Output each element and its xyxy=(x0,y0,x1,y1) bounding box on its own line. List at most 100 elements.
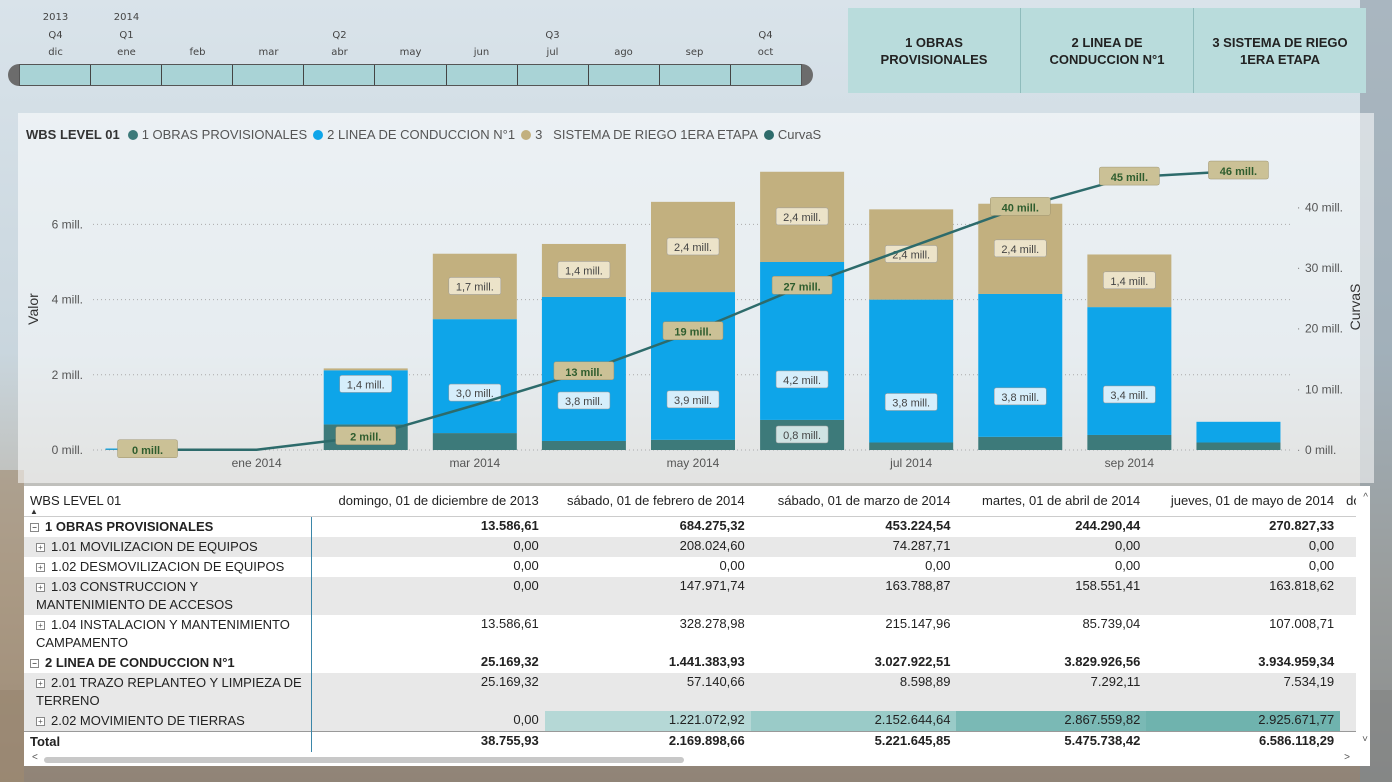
data-label: 3,4 mill. xyxy=(1110,390,1148,402)
y-tick-label: 4 mill. xyxy=(52,293,83,307)
data-label-box xyxy=(339,375,392,393)
x-tick-label: jul 2014 xyxy=(889,456,932,470)
bar-segment xyxy=(541,440,626,450)
slicer-button-sistema-riego[interactable]: 3 SISTEMA DE RIEGO 1ERA ETAPA xyxy=(1194,8,1366,93)
table-cell: 0,00 xyxy=(956,536,1147,557)
data-label: 1,7 mill. xyxy=(456,281,494,293)
row-header: +2.02 MOVIMIENTO DE TIERRAS xyxy=(24,710,312,731)
timeline-month-cell[interactable] xyxy=(589,65,660,85)
legend-item-curvas[interactable]: CurvaS xyxy=(763,127,821,142)
column-header-date[interactable]: jueves, 01 de mayo de 2014 xyxy=(1146,486,1341,517)
column-header-wbs[interactable]: WBS LEVEL 01 ▲ xyxy=(24,486,312,517)
horizontal-scrollbar[interactable]: < > xyxy=(24,752,1370,766)
expand-icon[interactable]: + xyxy=(36,620,45,630)
line-data-label: 27 mill. xyxy=(783,281,820,293)
timeline-month-cell[interactable] xyxy=(731,65,801,85)
data-label: 3,0 mill. xyxy=(456,388,494,400)
expand-icon[interactable]: + xyxy=(36,542,45,552)
data-label: 1,4 mill. xyxy=(565,265,603,277)
timeline-month-label: feb xyxy=(189,47,206,58)
row-header: +1.02 DESMOVILIZACION DE EQUIPOS xyxy=(24,556,312,577)
scroll-left-icon[interactable]: < xyxy=(32,752,38,763)
legend-dot-icon xyxy=(127,129,138,140)
timeline-month-label: oct xyxy=(757,47,774,58)
table-cell: 0,00 xyxy=(719,557,745,573)
data-label: 3,9 mill. xyxy=(674,395,712,407)
table-cell: 107.008,71 xyxy=(1269,615,1335,631)
table-row[interactable]: +1.03 CONSTRUCCION Y MANTENIMIENTO DE AC… xyxy=(24,576,1370,615)
data-label-box xyxy=(994,387,1047,406)
timeline-month-cell[interactable] xyxy=(233,65,305,85)
table-row[interactable]: +1.04 INSTALACION Y MANTENIMIENTO CAMPAM… xyxy=(24,614,1370,653)
data-label-box xyxy=(666,237,720,256)
line-label-box xyxy=(1208,160,1269,180)
data-label: 4,2 mill. xyxy=(783,375,821,387)
legend-item-obras[interactable]: 1 OBRAS PROVISIONALES xyxy=(127,127,308,142)
row-label: 1.02 DESMOVILIZACION DE EQUIPOS xyxy=(51,558,285,574)
bar-segment xyxy=(432,319,517,434)
legend-item-linea[interactable]: 2 LINEA DE CONDUCCION N°1 xyxy=(313,127,515,142)
expand-icon[interactable]: + xyxy=(36,582,45,592)
timeline-month-cell[interactable] xyxy=(447,65,518,85)
column-header-date[interactable]: domingo, 01 de diciembre de 2013 xyxy=(311,486,545,517)
scroll-down-icon[interactable]: ˅ xyxy=(1362,734,1368,745)
table-row[interactable]: +2.01 TRAZO REPLANTEO Y LIMPIEZA DE TERR… xyxy=(24,672,1370,711)
data-label: 2,4 mill. xyxy=(783,212,821,224)
table-row[interactable]: +1.01 MOVILIZACION DE EQUIPOS 0,00 208.024… xyxy=(24,536,1370,557)
timeline-month-label: dic xyxy=(48,47,63,58)
timeline-month-cell[interactable] xyxy=(375,65,447,85)
collapse-icon[interactable]: − xyxy=(30,522,39,532)
table-row[interactable]: +1.02 DESMOVILIZACION DE EQUIPOS 0,00 0,00… xyxy=(24,556,1370,577)
line-data-label: 19 mill. xyxy=(674,327,711,339)
timeline-month-label: ago xyxy=(614,47,633,58)
timeline-quarter-label: Q3 xyxy=(545,30,560,41)
legend-item-riego[interactable]: 3 SISTEMA DE RIEGO 1ERA ETAPA xyxy=(521,127,758,142)
timeline-slicer[interactable]: dic ene feb mar abr may jun jul ago sep oct 2013 201… xyxy=(8,10,813,90)
slicer-button-linea-conduccion[interactable]: 2 LINEA DE CONDUCCION N°1 xyxy=(1021,8,1194,93)
column-header-date[interactable]: martes, 01 de abril de 2014 xyxy=(956,486,1147,517)
expand-icon[interactable]: + xyxy=(36,678,45,688)
timeline-month-cell[interactable] xyxy=(518,65,589,85)
data-label-box xyxy=(994,239,1047,258)
table-group-row[interactable]: −1 OBRAS PROVISIONALES 13.586,61 684.275,3… xyxy=(24,516,1370,537)
expand-icon[interactable]: + xyxy=(36,716,45,726)
timeline-month-cell[interactable] xyxy=(20,65,92,85)
x-tick-label: ene 2014 xyxy=(232,456,282,470)
vertical-scrollbar[interactable]: ^ ˅ xyxy=(1356,486,1370,766)
sort-ascending-icon[interactable]: ▲ xyxy=(30,507,38,516)
table-cell: 2.867.559,82 xyxy=(956,710,1147,731)
timeline-quarter-label: Q4 xyxy=(48,30,63,41)
scroll-right-icon[interactable]: > xyxy=(1344,752,1350,763)
row-header: +1.01 MOVILIZACION DE EQUIPOS xyxy=(24,536,312,557)
data-label: 0,8 mill. xyxy=(783,430,821,442)
scroll-thumb[interactable] xyxy=(44,757,684,763)
collapse-icon[interactable]: − xyxy=(30,658,39,668)
table-cell: 25.169,32 xyxy=(480,653,539,669)
legend-label: 1 OBRAS PROVISIONALES xyxy=(141,127,308,142)
expand-icon[interactable]: + xyxy=(36,562,45,572)
scroll-up-icon[interactable]: ^ xyxy=(1363,492,1368,503)
y-tick-label: 0 mill. xyxy=(52,443,83,457)
data-label: 2,4 mill. xyxy=(674,242,712,254)
row-header: +1.04 INSTALACION Y MANTENIMIENTO CAMPAM… xyxy=(24,614,312,653)
y-tick-label: 6 mill. xyxy=(52,217,83,231)
total-label: Total xyxy=(24,730,312,752)
column-header-date[interactable]: sábado, 01 de marzo de 2014 xyxy=(750,486,957,517)
table-cell: 1.221.072,92 xyxy=(544,710,751,731)
timeline-year-label: 2013 xyxy=(42,12,69,23)
timeline-month-cell[interactable] xyxy=(162,65,234,85)
timeline-month-label: ene xyxy=(117,47,136,58)
row-header: −2 LINEA DE CONDUCCION N°1 xyxy=(24,652,312,673)
timeline-month-cell[interactable] xyxy=(304,65,376,85)
slicer-button-obras-provisionales[interactable]: 1 OBRAS PROVISIONALES xyxy=(848,8,1021,93)
data-label: 2,4 mill. xyxy=(892,249,930,261)
column-header-date[interactable]: sábado, 01 de febrero de 2014 xyxy=(544,486,751,517)
timeline-month-cell[interactable] xyxy=(660,65,731,85)
timeline-bar[interactable] xyxy=(8,64,813,86)
table-group-row[interactable]: −2 LINEA DE CONDUCCION N°1 25.169,32 1.441… xyxy=(24,652,1370,673)
timeline-month-cell[interactable] xyxy=(91,65,163,85)
table-row[interactable]: +2.02 MOVIMIENTO DE TIERRAS 0,00 1.221.072… xyxy=(24,710,1370,731)
row-header: +1.03 CONSTRUCCION Y MANTENIMIENTO DE AC… xyxy=(24,576,312,615)
table-cell: 74.287,71 xyxy=(750,536,957,557)
table-cell: 270.827,33 xyxy=(1269,517,1335,533)
